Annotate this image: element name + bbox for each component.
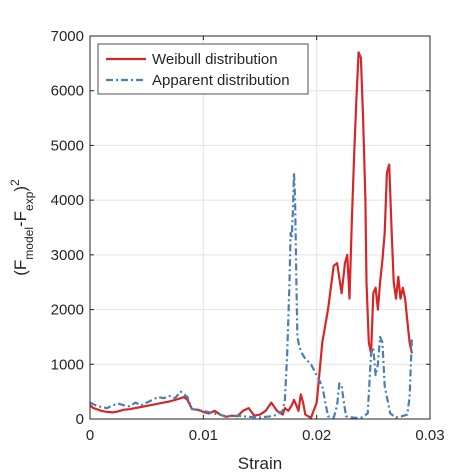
grid — [90, 36, 430, 419]
y-label-suffix: ) — [11, 186, 30, 192]
x-tick-label: 0 — [86, 427, 94, 444]
plot-frame — [89, 35, 431, 420]
y-axis-label: (Fmodel-Fexp)2 — [8, 179, 36, 276]
x-axis-label: Strain — [238, 454, 282, 473]
series-line-1 — [89, 171, 413, 419]
y-tick-label: 1000 — [51, 356, 84, 373]
y-label-prefix: (F — [11, 260, 30, 276]
series-line-0 — [89, 51, 413, 419]
legend-label-weibull: Weibull distribution — [152, 51, 278, 68]
y-label-sub1: model — [22, 227, 36, 260]
ticks: 0 0.01 0.02 0.03 0 1000 2000 3000 4000 5000 6000 70… — [51, 28, 445, 444]
y-tick-label: 2000 — [51, 302, 84, 319]
x-tick-label: 0.01 — [189, 427, 218, 444]
y-tick-label: 4000 — [51, 192, 84, 209]
legend-label-apparent: Apparent distribution — [152, 72, 290, 89]
legend: Weibull distribution Apparent distributi… — [97, 43, 309, 95]
axes — [89, 35, 431, 420]
legend-box — [97, 43, 309, 95]
y-tick-label: 7000 — [51, 28, 84, 45]
x-tick-label: 0.03 — [415, 427, 444, 444]
y-tick-label: 3000 — [51, 247, 84, 264]
y-tick-label: 5000 — [51, 137, 84, 154]
y-label-sub2: exp — [22, 191, 36, 211]
y-label-sup: 2 — [8, 179, 22, 186]
y-tick-label: 0 — [76, 411, 84, 428]
y-label-mid: -F — [11, 211, 30, 227]
y-tick-label: 6000 — [51, 83, 84, 100]
x-tick-label: 0.02 — [302, 427, 331, 444]
series-group — [89, 51, 413, 419]
